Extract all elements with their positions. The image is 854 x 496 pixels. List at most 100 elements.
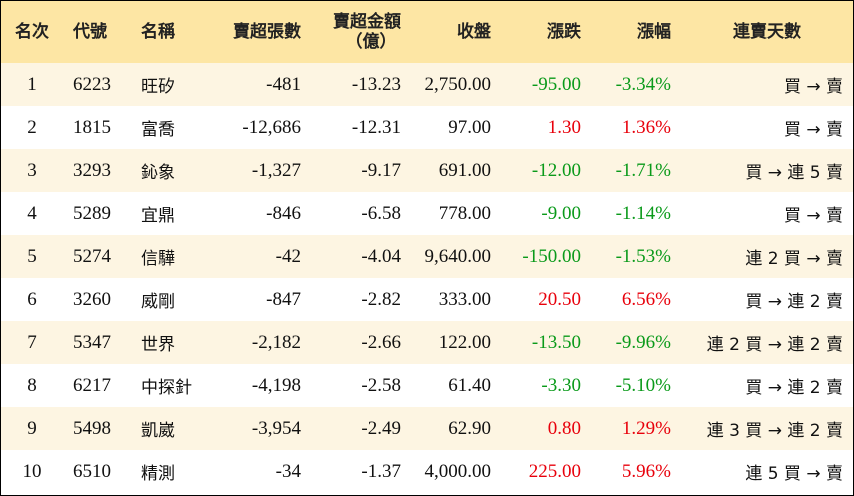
- table-cell: 5289: [63, 192, 131, 235]
- table-cell: 5347: [63, 321, 131, 364]
- table-cell: 旺矽: [131, 63, 203, 106]
- table-cell: 買 → 連 2 賣: [681, 278, 853, 321]
- table-cell: -95.00: [501, 63, 591, 106]
- table-cell: 61.40: [411, 364, 501, 407]
- table-cell: 中探針: [131, 364, 203, 407]
- column-header: 代號: [63, 1, 131, 63]
- column-header: 漲跌: [501, 1, 591, 63]
- table-cell: 連 2 買 → 連 2 賣: [681, 321, 853, 364]
- table-cell: -13.50: [501, 321, 591, 364]
- table-cell: 凱崴: [131, 407, 203, 450]
- table-cell: -1.71%: [591, 149, 681, 192]
- table-cell: -1.14%: [591, 192, 681, 235]
- table-cell: 6: [1, 278, 63, 321]
- table-cell: -846: [203, 192, 311, 235]
- table-row: 1 6223 旺矽 -481 -13.23 2,750.00 -95.00 -3.34% 買 →…: [1, 63, 853, 106]
- table-cell: 連 2 買 → 賣: [681, 235, 853, 278]
- table-row: 2 1815 富喬 -12,686 -12.31 97.00 1.30 1.36% 買 → 賣: [1, 106, 853, 149]
- table-row: 8 6217 中探針 -4,198 -2.58 61.40 -3.30 -5.10% 買 → 連…: [1, 364, 853, 407]
- table-cell: -1.37: [311, 450, 411, 493]
- table-cell: 6.56%: [591, 278, 681, 321]
- table-cell: 6510: [63, 450, 131, 493]
- table-row: 3 3293 鈊象 -1,327 -9.17 691.00 -12.00 -1.71% 買 → …: [1, 149, 853, 192]
- column-header: 名次: [1, 1, 63, 63]
- table-cell: 富喬: [131, 106, 203, 149]
- table-cell: -4,198: [203, 364, 311, 407]
- table-cell: -42: [203, 235, 311, 278]
- header-row: 名次 代號 名稱 賣超張數 賣超金額 （億） 收盤 漲跌 漲幅 連賣天數: [1, 1, 853, 63]
- table-cell: 2: [1, 106, 63, 149]
- table-cell: 225.00: [501, 450, 591, 493]
- table-cell: 5.96%: [591, 450, 681, 493]
- table-cell: -9.00: [501, 192, 591, 235]
- table-row: 7 5347 世界 -2,182 -2.66 122.00 -13.50 -9.96% 連 2 …: [1, 321, 853, 364]
- table-cell: 1.36%: [591, 106, 681, 149]
- table-cell: 買 → 賣: [681, 63, 853, 106]
- column-header-line: 賣超金額: [333, 12, 401, 32]
- table-cell: -6.58: [311, 192, 411, 235]
- table-cell: 6217: [63, 364, 131, 407]
- table-cell: 宜鼎: [131, 192, 203, 235]
- table-cell: 3: [1, 149, 63, 192]
- column-header: 連賣天數: [681, 1, 853, 63]
- table-cell: -4.04: [311, 235, 411, 278]
- table-cell: -2.66: [311, 321, 411, 364]
- column-header: 漲幅: [591, 1, 681, 63]
- table-cell: 世界: [131, 321, 203, 364]
- table-cell: 691.00: [411, 149, 501, 192]
- table-row: 6 3260 威剛 -847 -2.82 333.00 20.50 6.56% 買 → 連 2 …: [1, 278, 853, 321]
- table-cell: -5.10%: [591, 364, 681, 407]
- table-cell: 5274: [63, 235, 131, 278]
- table-cell: 1.29%: [591, 407, 681, 450]
- table-cell: -12.31: [311, 106, 411, 149]
- table-cell: 9: [1, 407, 63, 450]
- table-cell: -481: [203, 63, 311, 106]
- table-cell: 買 → 賣: [681, 192, 853, 235]
- table-cell: -9.96%: [591, 321, 681, 364]
- table-cell: -12.00: [501, 149, 591, 192]
- table-row: 5 5274 信驊 -42 -4.04 9,640.00 -150.00 -1.53% 連 2 …: [1, 235, 853, 278]
- table-cell: 97.00: [411, 106, 501, 149]
- table-cell: -13.23: [311, 63, 411, 106]
- table-cell: 0.80: [501, 407, 591, 450]
- table-cell: 333.00: [411, 278, 501, 321]
- table-cell: -9.17: [311, 149, 411, 192]
- table-cell: -12,686: [203, 106, 311, 149]
- table-cell: 鈊象: [131, 149, 203, 192]
- table-cell: 1: [1, 63, 63, 106]
- table-cell: -3,954: [203, 407, 311, 450]
- column-header: 賣超張數: [203, 1, 311, 63]
- table-cell: 4: [1, 192, 63, 235]
- table-cell: -3.34%: [591, 63, 681, 106]
- table-cell: 買 → 連 2 賣: [681, 364, 853, 407]
- column-header: 名稱: [131, 1, 203, 63]
- table-cell: 5498: [63, 407, 131, 450]
- table-cell: 20.50: [501, 278, 591, 321]
- table-cell: 5: [1, 235, 63, 278]
- table-cell: -2,182: [203, 321, 311, 364]
- table-cell: 3293: [63, 149, 131, 192]
- table-cell: 信驊: [131, 235, 203, 278]
- table-row: 9 5498 凱崴 -3,954 -2.49 62.90 0.80 1.29% 連 3 買 → …: [1, 407, 853, 450]
- column-header: 收盤: [411, 1, 501, 63]
- table-cell: 連 3 買 → 連 2 賣: [681, 407, 853, 450]
- column-header: 賣超金額 （億）: [311, 1, 411, 63]
- table-cell: 連 5 買 → 賣: [681, 450, 853, 493]
- table-cell: -847: [203, 278, 311, 321]
- table-cell: 1.30: [501, 106, 591, 149]
- table-cell: 7: [1, 321, 63, 364]
- table-cell: -1,327: [203, 149, 311, 192]
- table-cell: -2.49: [311, 407, 411, 450]
- table-cell: -2.58: [311, 364, 411, 407]
- table-row: 4 5289 宜鼎 -846 -6.58 778.00 -9.00 -1.14% 買 → 賣: [1, 192, 853, 235]
- table-body: 1 6223 旺矽 -481 -13.23 2,750.00 -95.00 -3.34% 買 →…: [1, 63, 853, 493]
- table-cell: 買 → 賣: [681, 106, 853, 149]
- table-cell: 62.90: [411, 407, 501, 450]
- table-cell: 6223: [63, 63, 131, 106]
- table-cell: 3260: [63, 278, 131, 321]
- table-cell: 買 → 連 5 賣: [681, 149, 853, 192]
- table-cell: 4,000.00: [411, 450, 501, 493]
- table-cell: -34: [203, 450, 311, 493]
